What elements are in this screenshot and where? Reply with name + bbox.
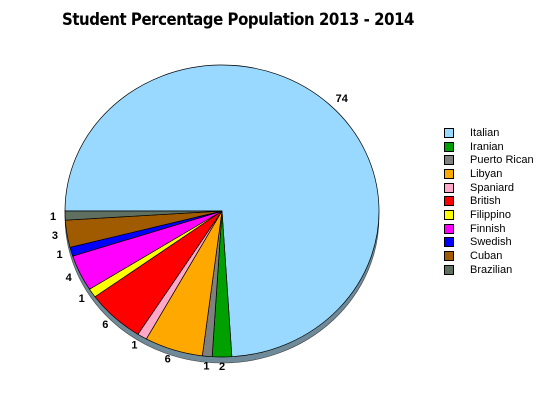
slice-label-italian: 74 <box>336 93 349 105</box>
legend-item-italian: Italian <box>444 126 534 140</box>
legend: Italian Iranian Puerto Rican Libyan Spaniard… <box>444 126 534 277</box>
legend-item-filippino: Filippino <box>444 208 534 222</box>
chart-title: Student Percentage Population 2013 - 201… <box>62 10 415 30</box>
legend-swatch-filippino <box>444 209 454 220</box>
legend-item-finnish: Finnish <box>444 222 534 236</box>
legend-swatch-british <box>444 196 454 207</box>
legend-label-finnish: Finnish <box>470 222 506 235</box>
legend-label-british: British <box>470 195 501 208</box>
slice-label-libyan: 6 <box>165 353 171 365</box>
legend-item-swedish: Swedish <box>444 236 534 250</box>
slice-label-iranian: 2 <box>219 361 225 373</box>
legend-label-cuban: Cuban <box>470 250 503 263</box>
legend-item-british: British <box>444 194 534 208</box>
legend-label-iranian: Iranian <box>470 140 504 153</box>
slice-label-filippino: 1 <box>79 293 85 305</box>
legend-label-spaniard: Spaniard <box>470 181 515 194</box>
legend-item-brazilian: Brazilian <box>444 263 534 277</box>
legend-item-puerto-rican: Puerto Rican <box>444 153 534 167</box>
legend-item-iranian: Iranian <box>444 140 534 154</box>
pie-slice-brazilian <box>64 210 223 221</box>
legend-label-swedish: Swedish <box>470 236 512 249</box>
legend-swatch-brazilian <box>444 264 454 275</box>
slice-label-british: 6 <box>102 319 108 331</box>
slice-label-brazilian: 1 <box>50 211 56 223</box>
legend-swatch-libyan <box>444 168 454 179</box>
legend-swatch-cuban <box>444 251 454 262</box>
legend-label-italian: Italian <box>470 126 500 139</box>
legend-item-libyan: Libyan <box>444 167 534 181</box>
legend-label-filippino: Filippino <box>470 208 511 221</box>
legend-swatch-spaniard <box>444 182 454 193</box>
slice-label-puerto-rican: 1 <box>203 360 209 372</box>
legend-label-libyan: Libyan <box>470 167 503 180</box>
slice-label-spaniard: 1 <box>131 339 137 351</box>
legend-swatch-italian <box>444 127 454 138</box>
legend-swatch-iranian <box>444 141 454 152</box>
slice-label-cuban: 3 <box>52 230 58 242</box>
slice-label-swedish: 1 <box>56 249 62 261</box>
legend-swatch-finnish <box>444 223 454 234</box>
legend-swatch-swedish <box>444 237 454 248</box>
legend-label-puerto-rican: Puerto Rican <box>470 154 534 167</box>
slice-label-finnish: 4 <box>66 272 73 284</box>
legend-swatch-puerto-rican <box>444 155 454 166</box>
legend-label-brazilian: Brazilian <box>470 263 513 276</box>
legend-item-spaniard: Spaniard <box>444 181 534 195</box>
legend-item-cuban: Cuban <box>444 249 534 263</box>
